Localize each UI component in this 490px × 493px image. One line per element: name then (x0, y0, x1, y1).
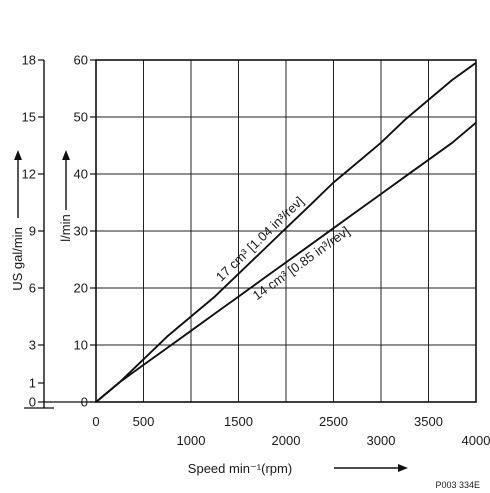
y-tick-label: 10 (74, 338, 88, 353)
y-tick-label: 50 (74, 110, 88, 125)
y-tick-label: 0 (81, 395, 88, 410)
series-line-1 (95, 62, 477, 403)
outer-tick-label: 6 (29, 281, 36, 296)
x-tick-label: 500 (133, 414, 155, 429)
outer-tick-label: 18 (22, 53, 36, 68)
outer-tick-label: 15 (22, 110, 36, 125)
y-axis-label: l/min (58, 214, 73, 241)
x-tick-label: 3500 (414, 414, 443, 429)
axis-labels: Speed min⁻¹(rpm) l/min US gal/min P003 334E (10, 150, 480, 490)
outer-tick-label: 9 (29, 224, 36, 239)
x-tick-label: 3000 (367, 433, 396, 448)
figure-code: P003 334E (435, 480, 480, 490)
outer-tick-label: 0 (29, 395, 36, 410)
outer-tick-label: 1 (29, 376, 36, 391)
y-tick-label: 30 (74, 224, 88, 239)
y-tick-label: 20 (74, 281, 88, 296)
outer-tick-label: 3 (29, 338, 36, 353)
outer-axis-label: US gal/min (10, 227, 25, 291)
x-tick-label: 0 (92, 414, 99, 429)
x-axis-label: Speed min⁻¹(rpm) (188, 461, 292, 476)
outer-axis-arrow-head (14, 150, 22, 160)
y-tick-label: 40 (74, 167, 88, 182)
y-axis-arrow-head (62, 150, 70, 160)
x-tick-label: 4000 (462, 433, 490, 448)
axes (24, 59, 477, 409)
outer-tick-label: 12 (22, 167, 36, 182)
x-tick-label: 2500 (319, 414, 348, 429)
series-line-2 (95, 121, 477, 403)
x-tick-label: 1000 (177, 433, 206, 448)
y-tick-label: 60 (74, 53, 88, 68)
tick-labels: 0 10 20 30 40 50 60 0 1 3 6 9 12 15 18 0 500 1500 2500 3500… (22, 53, 490, 449)
x-axis-arrow-head (398, 464, 408, 472)
x-tick-label: 1500 (224, 414, 253, 429)
x-tick-label: 2000 (272, 433, 301, 448)
